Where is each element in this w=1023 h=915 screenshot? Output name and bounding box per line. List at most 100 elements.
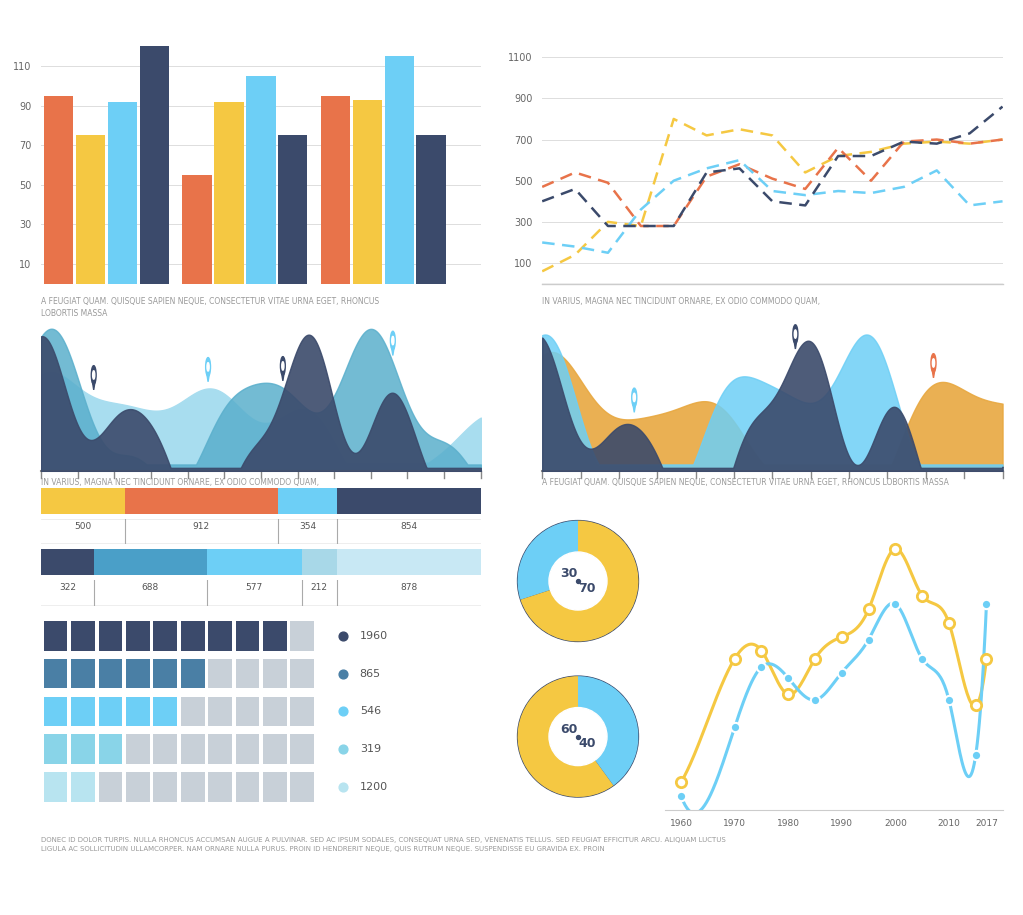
Text: 500: 500 xyxy=(75,522,91,531)
Point xyxy=(570,574,586,588)
FancyBboxPatch shape xyxy=(72,696,95,727)
FancyBboxPatch shape xyxy=(291,659,314,688)
FancyBboxPatch shape xyxy=(98,621,123,651)
Bar xyxy=(125,489,278,514)
Point xyxy=(335,780,351,794)
FancyBboxPatch shape xyxy=(208,772,232,802)
Point xyxy=(673,789,690,803)
Circle shape xyxy=(632,388,636,407)
Bar xyxy=(107,102,137,284)
FancyBboxPatch shape xyxy=(72,659,95,688)
Point xyxy=(941,616,958,630)
Text: 688: 688 xyxy=(142,583,159,592)
FancyBboxPatch shape xyxy=(208,696,232,727)
Text: 577: 577 xyxy=(246,583,263,592)
Point xyxy=(335,666,351,681)
Point xyxy=(673,775,690,790)
FancyBboxPatch shape xyxy=(44,659,68,688)
Polygon shape xyxy=(207,373,210,382)
FancyBboxPatch shape xyxy=(98,735,123,764)
FancyBboxPatch shape xyxy=(153,659,177,688)
Circle shape xyxy=(931,354,936,372)
Text: IN VARIUS, MAGNA NEC TINCIDUNT ORNARE, EX ODIO COMMODO QUAM,: IN VARIUS, MAGNA NEC TINCIDUNT ORNARE, E… xyxy=(542,297,820,307)
FancyBboxPatch shape xyxy=(44,696,68,727)
FancyBboxPatch shape xyxy=(153,621,177,651)
Bar xyxy=(278,489,338,514)
Text: 70: 70 xyxy=(578,582,595,595)
FancyBboxPatch shape xyxy=(126,659,149,688)
FancyBboxPatch shape xyxy=(72,735,95,764)
FancyBboxPatch shape xyxy=(126,735,149,764)
Point xyxy=(753,643,769,658)
Point xyxy=(570,729,586,744)
FancyBboxPatch shape xyxy=(291,621,314,651)
Bar xyxy=(247,76,275,284)
Point xyxy=(968,698,984,713)
Circle shape xyxy=(794,330,797,339)
Bar xyxy=(385,57,414,284)
Bar xyxy=(44,96,74,284)
FancyBboxPatch shape xyxy=(263,696,286,727)
Circle shape xyxy=(280,357,285,375)
Text: 865: 865 xyxy=(360,669,381,679)
FancyBboxPatch shape xyxy=(181,696,205,727)
FancyBboxPatch shape xyxy=(98,696,123,727)
Text: 40: 40 xyxy=(578,737,595,750)
Bar xyxy=(207,549,302,576)
Text: 1960: 1960 xyxy=(360,631,388,641)
Text: 30: 30 xyxy=(561,567,578,580)
Wedge shape xyxy=(521,521,638,641)
Point xyxy=(726,720,743,735)
Circle shape xyxy=(207,362,209,371)
Wedge shape xyxy=(518,521,578,599)
Bar xyxy=(338,489,481,514)
FancyBboxPatch shape xyxy=(98,772,123,802)
Text: 546: 546 xyxy=(360,706,381,716)
FancyBboxPatch shape xyxy=(235,621,260,651)
Circle shape xyxy=(518,521,638,641)
FancyBboxPatch shape xyxy=(44,621,68,651)
FancyBboxPatch shape xyxy=(181,621,205,651)
Point xyxy=(887,597,903,611)
Point xyxy=(834,630,850,644)
FancyBboxPatch shape xyxy=(235,696,260,727)
Bar xyxy=(41,489,125,514)
Text: IN VARIUS, MAGNA NEC TINCIDUNT ORNARE, EX ODIO COMMODO QUAM,: IN VARIUS, MAGNA NEC TINCIDUNT ORNARE, E… xyxy=(41,478,319,487)
Circle shape xyxy=(633,393,635,402)
Bar xyxy=(76,135,105,284)
FancyBboxPatch shape xyxy=(235,659,260,688)
FancyBboxPatch shape xyxy=(263,772,286,802)
Circle shape xyxy=(518,676,638,797)
FancyBboxPatch shape xyxy=(126,621,149,651)
Circle shape xyxy=(932,359,935,367)
FancyBboxPatch shape xyxy=(44,772,68,802)
Point xyxy=(780,671,796,685)
FancyBboxPatch shape xyxy=(263,735,286,764)
FancyBboxPatch shape xyxy=(72,772,95,802)
FancyBboxPatch shape xyxy=(208,735,232,764)
Bar xyxy=(41,549,94,576)
FancyBboxPatch shape xyxy=(181,735,205,764)
Circle shape xyxy=(91,366,96,384)
Polygon shape xyxy=(932,370,935,378)
Point xyxy=(335,742,351,757)
Text: 854: 854 xyxy=(401,522,417,531)
Circle shape xyxy=(549,707,607,766)
Point xyxy=(807,693,824,707)
FancyBboxPatch shape xyxy=(153,696,177,727)
FancyBboxPatch shape xyxy=(126,696,149,727)
Point xyxy=(834,665,850,680)
Bar xyxy=(337,549,481,576)
FancyBboxPatch shape xyxy=(291,772,314,802)
Point xyxy=(978,597,994,611)
Wedge shape xyxy=(578,676,638,785)
FancyBboxPatch shape xyxy=(153,772,177,802)
Bar xyxy=(94,549,207,576)
Bar xyxy=(214,102,243,284)
Polygon shape xyxy=(92,382,95,390)
FancyBboxPatch shape xyxy=(291,735,314,764)
Circle shape xyxy=(206,358,211,376)
Point xyxy=(780,687,796,702)
Point xyxy=(807,651,824,666)
FancyBboxPatch shape xyxy=(235,772,260,802)
